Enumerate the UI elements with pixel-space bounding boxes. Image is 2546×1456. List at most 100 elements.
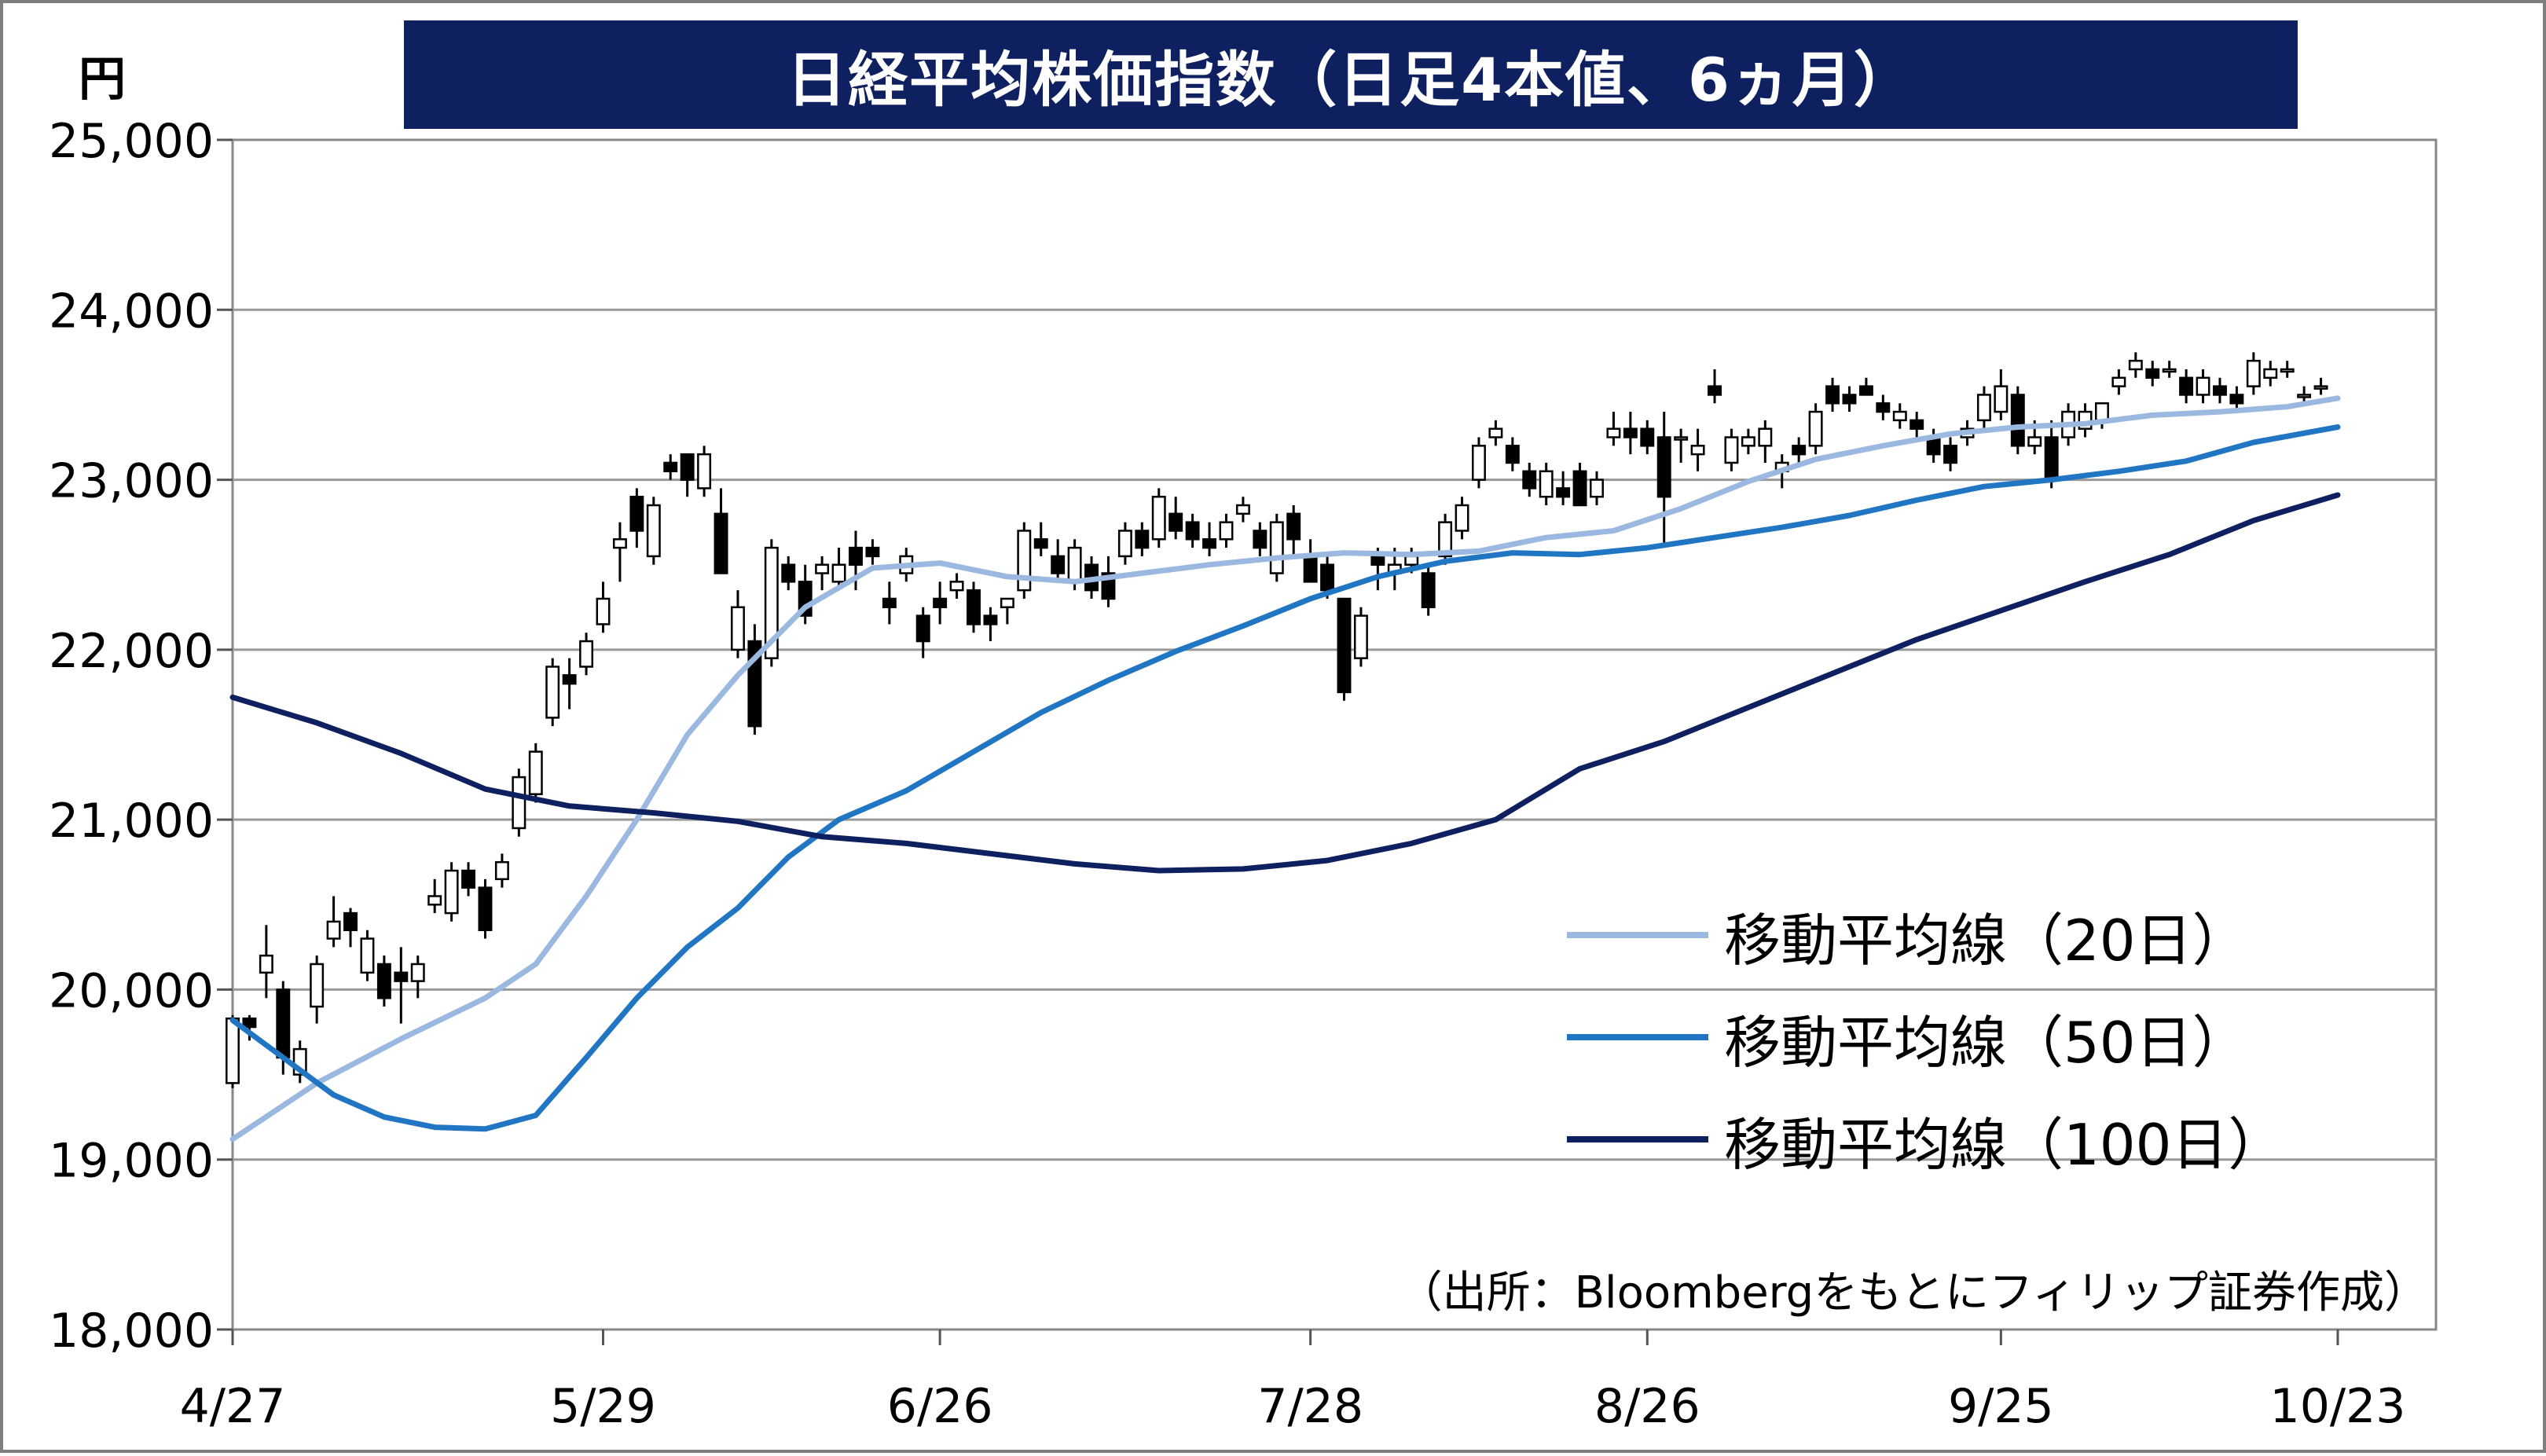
candle-body: [1117, 530, 1132, 558]
candle-body: [2246, 359, 2261, 387]
candle-body: [1976, 394, 1991, 422]
x-tick-label: 9/25: [1948, 1379, 2054, 1434]
candlestick-series: [226, 352, 2328, 1088]
candle-body: [1758, 427, 1773, 447]
candle-body: [865, 546, 880, 558]
candle-body: [1842, 394, 1857, 405]
candle-body: [1185, 521, 1200, 541]
y-tick-label: 20,000: [49, 963, 214, 1018]
candle-body: [376, 963, 391, 999]
candle-body: [1168, 512, 1183, 532]
candle-body: [1858, 385, 1873, 396]
candle-body: [1572, 470, 1587, 507]
candle-body: [2044, 436, 2059, 481]
candle-body: [1303, 555, 1318, 583]
candle-body: [2229, 394, 2244, 405]
legend-swatch-ma50: [1567, 1034, 1708, 1040]
candle-body: [1825, 385, 1840, 405]
candle-body: [326, 920, 341, 940]
candle-body: [1202, 538, 1217, 549]
candle-body: [2280, 368, 2295, 373]
candle-body: [1438, 521, 1453, 558]
series-line-ma50: [229, 424, 2341, 1132]
candle-body: [494, 860, 509, 881]
candle-body: [562, 674, 577, 685]
candle-body: [1994, 385, 2009, 413]
candle-body: [1235, 504, 1250, 515]
candle-body: [528, 750, 543, 795]
candle-body: [2179, 376, 2194, 396]
y-axis-unit-label: 円: [79, 52, 126, 107]
candle-body: [2111, 376, 2126, 387]
candle-body: [1505, 445, 1520, 464]
candle-body: [781, 563, 796, 583]
candle-body: [512, 776, 526, 830]
x-tick-label: 6/26: [887, 1379, 993, 1434]
candle-body: [2094, 402, 2109, 422]
candle-body: [1253, 530, 1267, 549]
x-tick-label: 5/29: [550, 1379, 656, 1434]
candle-body: [1708, 385, 1722, 396]
candle-body: [2297, 394, 2312, 398]
candle-body: [2128, 359, 2143, 371]
y-tick-label: 23,000: [49, 454, 214, 509]
plot-area: [231, 138, 2438, 1331]
candle-body: [1067, 546, 1082, 583]
candle-body: [949, 581, 964, 592]
candle-body: [646, 504, 661, 558]
candle-body: [882, 597, 897, 609]
candle-body: [1910, 419, 1924, 430]
candle-body: [1943, 445, 1958, 464]
candle-body: [2027, 436, 2042, 447]
candle-body: [2263, 368, 2278, 380]
candle-body: [1741, 436, 1755, 447]
candle-body: [815, 563, 830, 574]
x-tick-label: 4/27: [180, 1379, 286, 1434]
candle-body: [1033, 538, 1048, 549]
candle-body: [915, 614, 930, 643]
candle-body: [2145, 368, 2160, 380]
candle-body: [1522, 470, 1537, 490]
candle-body: [242, 1017, 257, 1029]
candle-body: [1656, 436, 1671, 498]
candle-body: [1690, 445, 1705, 456]
candle-body: [983, 614, 998, 625]
candle-body: [444, 869, 459, 915]
candle-body: [427, 895, 442, 906]
candle-body: [1269, 521, 1284, 574]
candle-body: [1455, 504, 1469, 532]
candle-body: [1135, 530, 1150, 549]
x-tick-label: 8/26: [1594, 1379, 1700, 1434]
candle-body: [596, 597, 611, 625]
candle-body: [461, 869, 476, 889]
chart-title: 日経平均株価指数（日足4本値、6ヵ月）: [787, 45, 1915, 115]
x-tick-label: 7/28: [1257, 1379, 1363, 1434]
candle-body: [663, 461, 678, 473]
candle-body: [478, 886, 493, 931]
chart-legend: 移動平均線（20日） 移動平均線（50日） 移動平均線（100日）: [1567, 888, 2337, 1202]
candle-body: [1320, 563, 1335, 592]
legend-item-ma100: 移動平均線（100日）: [1567, 1092, 2337, 1186]
candle-body: [2213, 385, 2227, 396]
source-note: （出所：Bloombergをもとにフィリップ証券作成）: [1398, 1267, 2428, 1318]
legend-label-ma50: 移動平均線（50日）: [1724, 1009, 2249, 1076]
candle-body: [1892, 410, 1907, 422]
candle-body: [1286, 512, 1301, 541]
candle-body: [1404, 555, 1419, 566]
series-line-ma100: [229, 492, 2341, 874]
candle-body: [1151, 495, 1166, 541]
candle-body: [226, 1017, 240, 1084]
y-tick-label: 22,000: [49, 624, 214, 679]
legend-swatch-ma100: [1567, 1136, 1708, 1142]
candle-body: [831, 563, 846, 583]
candle-body: [310, 963, 325, 1008]
candle-body: [764, 546, 779, 659]
y-tick-label: 18,000: [49, 1304, 214, 1359]
series-line-ma20: [229, 395, 2341, 1142]
legend-label-ma20: 移動平均線（20日）: [1724, 907, 2249, 974]
candle-body: [1488, 427, 1503, 438]
candle-body: [1017, 530, 1032, 592]
candle-body: [2162, 368, 2177, 373]
y-tick-label: 19,000: [49, 1134, 214, 1189]
